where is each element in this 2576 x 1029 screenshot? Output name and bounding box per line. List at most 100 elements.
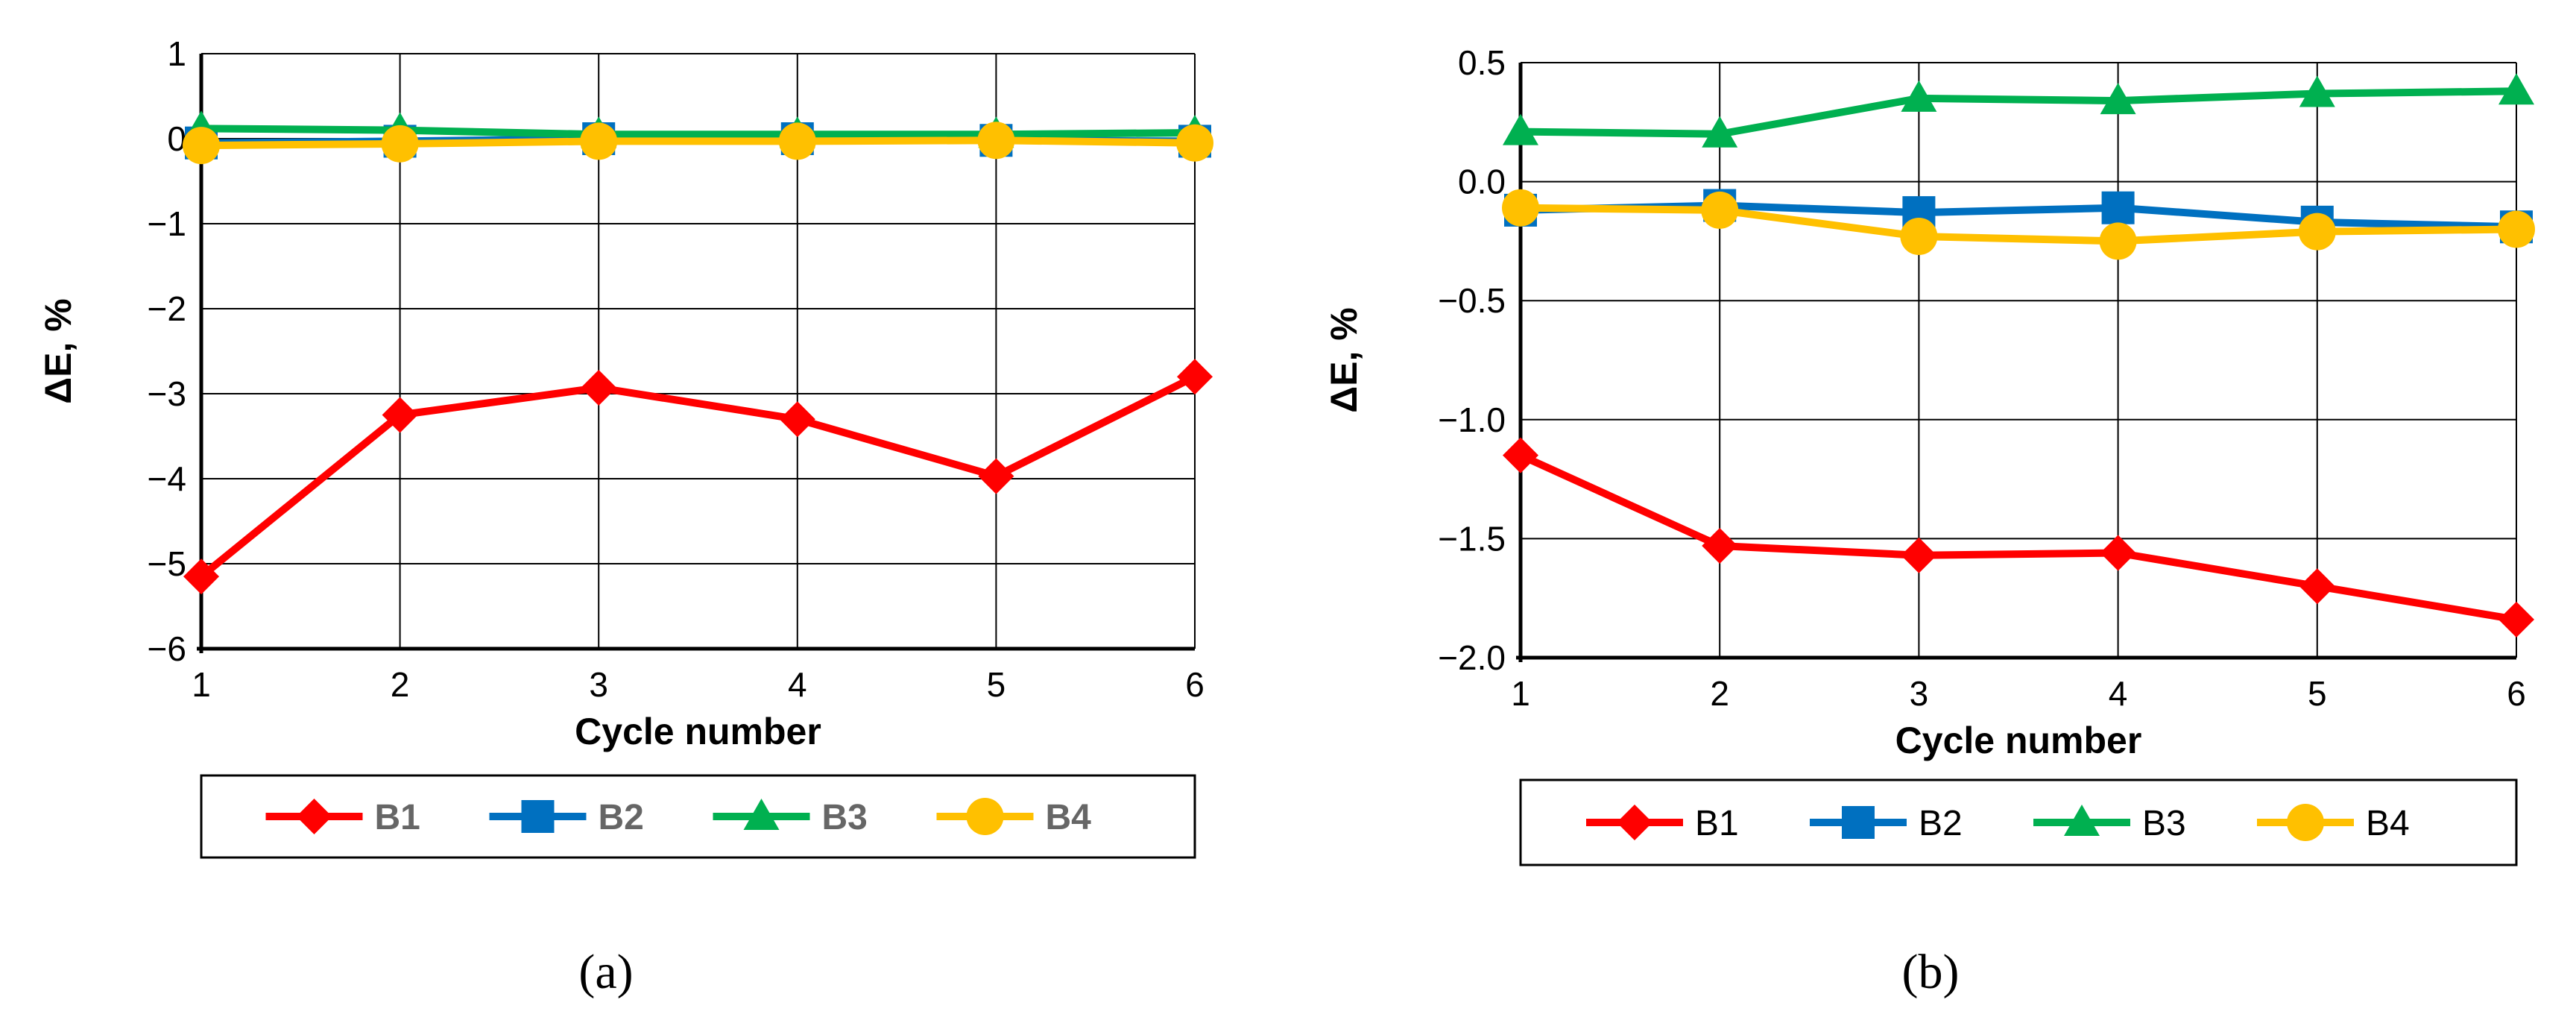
x-tick-label: 3 bbox=[1910, 674, 1929, 713]
series-b1 bbox=[183, 359, 1213, 595]
y-tick-label: −1.5 bbox=[1438, 519, 1506, 558]
series-b4 bbox=[183, 122, 1213, 165]
series-b1 bbox=[1503, 437, 2534, 638]
legend-label: B4 bbox=[1046, 798, 1092, 837]
series-b3 bbox=[1503, 73, 2534, 148]
marker-b4-1 bbox=[183, 127, 220, 165]
x-tick-label: 6 bbox=[1185, 665, 1205, 704]
marker-b1-1 bbox=[1503, 437, 1538, 473]
marker-legend-b4-1 bbox=[966, 798, 1004, 835]
legend-label: B2 bbox=[599, 798, 644, 837]
legend-item-b2: B2 bbox=[489, 798, 644, 837]
legend-item-b4: B4 bbox=[936, 798, 1092, 837]
marker-b4-5 bbox=[977, 122, 1015, 160]
series-line-b1 bbox=[198, 373, 1197, 579]
marker-b4-4 bbox=[778, 122, 816, 160]
y-axis-title: ΔE, % bbox=[1323, 307, 1365, 413]
series-b4 bbox=[1502, 189, 2535, 260]
marker-b1-4 bbox=[779, 401, 815, 438]
legend-label: B1 bbox=[375, 798, 420, 837]
series-line-b3 bbox=[1520, 87, 2517, 138]
legend-item-b2: B2 bbox=[1810, 804, 1963, 843]
marker-b1-2 bbox=[382, 397, 418, 433]
legend: B1 B2 B3 B4 bbox=[1519, 778, 2518, 866]
marker-b1-2 bbox=[1702, 527, 1738, 564]
legend-item-b3: B3 bbox=[2033, 804, 2186, 843]
series-line-b1 bbox=[1518, 452, 2517, 623]
marker-b4-2 bbox=[1701, 191, 1739, 229]
legend: B1 B2 B3 B4 bbox=[200, 774, 1196, 859]
x-tick-label: 5 bbox=[2308, 674, 2327, 713]
legend-label: B4 bbox=[2366, 804, 2410, 843]
marker-b1-5 bbox=[2299, 568, 2335, 605]
x-axis-title: Cycle number bbox=[1895, 720, 2142, 761]
marker-b1-6 bbox=[1177, 359, 1213, 395]
x-tick-label: 6 bbox=[2507, 674, 2526, 713]
y-axis-title: ΔE, % bbox=[37, 298, 79, 404]
marker-legend-b3-1 bbox=[743, 799, 780, 830]
marker-b1-4 bbox=[2100, 535, 2136, 571]
x-tick-label: 1 bbox=[192, 665, 211, 704]
y-tick-label: 0.0 bbox=[1458, 163, 1506, 201]
y-tick-label: −2.0 bbox=[1438, 638, 1506, 677]
marker-b4-6 bbox=[2498, 210, 2535, 248]
legend-item-b3: B3 bbox=[713, 798, 868, 837]
series-line-b4 bbox=[201, 136, 1196, 150]
marker-b4-3 bbox=[1900, 218, 1938, 256]
y-tick-label: −4 bbox=[148, 459, 186, 498]
marker-b4-2 bbox=[381, 125, 419, 163]
series-line-b3 bbox=[201, 125, 1196, 139]
chart-b: 0.5 0.0 −0.5 −1.0 −1.5 −2.01 2 3 4 5 6 Cycle number… bbox=[1323, 43, 2535, 999]
marker-legend-b1-1 bbox=[1617, 805, 1652, 840]
y-tick-label: −5 bbox=[148, 544, 186, 583]
y-tick-label: −3 bbox=[148, 374, 186, 413]
x-tick-label: 5 bbox=[987, 665, 1006, 704]
y-tick-label: 0 bbox=[167, 119, 186, 158]
marker-b1-3 bbox=[581, 370, 617, 406]
y-tick-label: −1.0 bbox=[1438, 400, 1506, 439]
marker-b3-1 bbox=[1503, 113, 1538, 145]
marker-b3-2 bbox=[1702, 116, 1738, 148]
marker-b3-5 bbox=[2299, 75, 2335, 107]
marker-b1-1 bbox=[183, 558, 219, 595]
legend-item-b1: B1 bbox=[1586, 804, 1739, 843]
y-tick-label: −2 bbox=[148, 289, 186, 328]
x-axis-title: Cycle number bbox=[575, 711, 821, 752]
legend-item-b1: B1 bbox=[265, 798, 420, 837]
x-tick-label: 4 bbox=[788, 665, 807, 704]
y-tick-label: 1 bbox=[167, 34, 186, 73]
panel-label: (a) bbox=[578, 945, 633, 999]
legend-item-b4: B4 bbox=[2257, 804, 2410, 843]
legend-label: B3 bbox=[822, 798, 868, 837]
marker-legend-b3-1 bbox=[2064, 805, 2100, 836]
marker-b3-3 bbox=[1901, 80, 1937, 112]
marker-b4-4 bbox=[2099, 222, 2137, 260]
marker-b3-6 bbox=[2498, 73, 2534, 105]
marker-legend-b2-1 bbox=[521, 800, 555, 833]
x-tick-label: 1 bbox=[1511, 674, 1530, 713]
y-tick-label: −1 bbox=[148, 204, 186, 243]
x-tick-label: 2 bbox=[1710, 674, 1729, 713]
legend-label: B3 bbox=[2142, 804, 2186, 843]
series-line-b4 bbox=[1520, 204, 2517, 245]
x-tick-label: 2 bbox=[391, 665, 410, 704]
marker-b3-4 bbox=[2100, 83, 2136, 115]
marker-b4-3 bbox=[580, 122, 618, 160]
marker-b1-6 bbox=[2498, 601, 2534, 638]
marker-legend-b2-1 bbox=[1842, 806, 1875, 839]
marker-legend-b4-1 bbox=[2287, 804, 2324, 841]
marker-b1-5 bbox=[978, 458, 1014, 494]
marker-b1-3 bbox=[1901, 537, 1937, 573]
y-tick-label: −0.5 bbox=[1438, 281, 1506, 320]
marker-b4-5 bbox=[2298, 213, 2336, 251]
y-tick-label: −6 bbox=[148, 629, 186, 668]
x-tick-label: 4 bbox=[2109, 674, 2128, 713]
x-tick-label: 3 bbox=[589, 665, 608, 704]
marker-b2-4 bbox=[2101, 191, 2135, 224]
marker-b4-6 bbox=[1176, 124, 1213, 162]
marker-legend-b1-1 bbox=[296, 799, 332, 834]
legend-label: B1 bbox=[1695, 804, 1739, 843]
y-tick-label: 0.5 bbox=[1458, 43, 1506, 82]
